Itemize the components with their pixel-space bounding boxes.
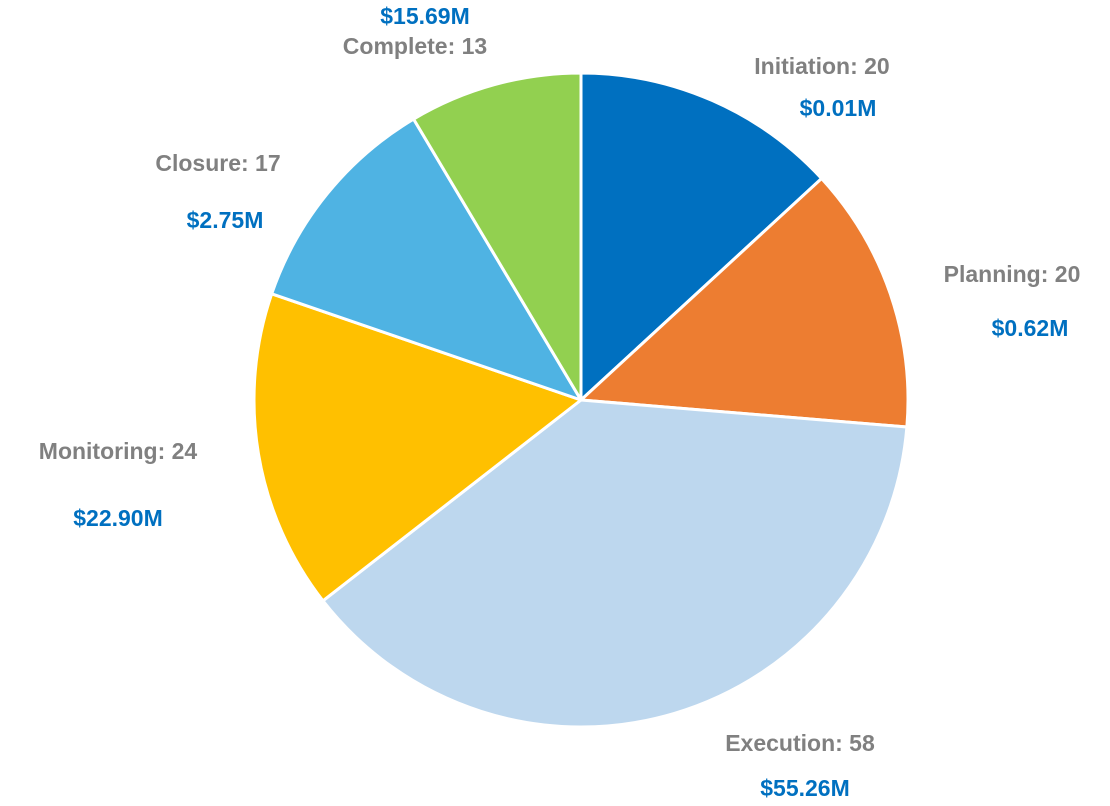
pie-slice xyxy=(321,398,909,729)
slice-label: Complete: 13 xyxy=(343,33,487,59)
slice-label: Planning: 20 xyxy=(944,261,1081,287)
pie-slice xyxy=(579,71,824,402)
amount-label: $55.26M xyxy=(760,775,850,801)
pie-slice xyxy=(412,71,583,402)
amount-label: $0.62M xyxy=(992,315,1069,341)
pie-slice xyxy=(579,177,910,429)
amount-label: $2.75M xyxy=(187,207,264,233)
slice-label: Execution: 58 xyxy=(725,730,875,756)
slice-label: Closure: 17 xyxy=(155,150,280,176)
amount-label: $22.90M xyxy=(73,505,163,531)
amount-label: $0.01M xyxy=(800,95,877,121)
pie-slice xyxy=(252,292,583,603)
amount-label: $15.69M xyxy=(380,3,470,29)
slice-label: Initiation: 20 xyxy=(754,53,889,79)
slice-label: Monitoring: 24 xyxy=(39,438,198,464)
pie-slice xyxy=(270,117,583,402)
